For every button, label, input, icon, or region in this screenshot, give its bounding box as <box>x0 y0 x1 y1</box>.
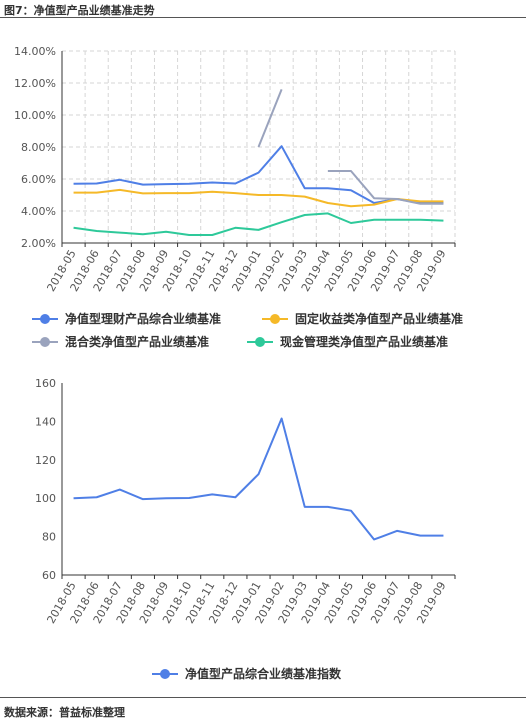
y-tick-label: 8.00% <box>21 141 56 154</box>
y-tick-label: 60 <box>42 569 56 582</box>
series-line-1 <box>73 417 444 541</box>
legend-label: 混合类净值型产品业绩基准 <box>65 334 209 349</box>
legend-label: 净值型产品综合业绩基准指数 <box>185 666 342 681</box>
legend-marker <box>40 337 50 347</box>
figure-title: 图7：净值型产品业绩基准走势 <box>4 4 155 17</box>
chart-benchmark-trends: 2.00%4.00%6.00%8.00%10.00%12.00%14.00%20… <box>14 45 463 349</box>
y-tick-label: 100 <box>35 492 56 505</box>
series-line-1 <box>73 145 444 204</box>
series-line-3 <box>257 89 283 148</box>
y-tick-label: 120 <box>35 454 56 467</box>
y-tick-label: 2.00% <box>21 237 56 250</box>
bottom-divider <box>0 697 526 698</box>
y-tick-label: 4.00% <box>21 205 56 218</box>
y-tick-label: 6.00% <box>21 173 56 186</box>
legend-marker <box>160 669 170 679</box>
series-line-2 <box>73 188 444 208</box>
y-tick-label: 140 <box>35 415 56 428</box>
y-tick-label: 10.00% <box>14 109 56 122</box>
source-note: 数据来源：普益标准整理 <box>4 706 125 719</box>
legend-marker <box>255 337 265 347</box>
y-tick-label: 160 <box>35 377 56 390</box>
y-tick-label: 12.00% <box>14 77 56 90</box>
y-tick-label: 14.00% <box>14 45 56 58</box>
legend-label: 净值型理财产品综合业绩基准 <box>65 311 221 326</box>
legend-marker <box>270 314 280 324</box>
legend-marker <box>40 314 50 324</box>
series-line-3 <box>327 170 444 205</box>
legend-label: 固定收益类净值型产品业绩基准 <box>295 311 463 326</box>
series-line-4 <box>73 212 444 236</box>
top-divider <box>0 17 526 18</box>
y-tick-label: 80 <box>42 531 56 544</box>
legend-label: 现金管理类净值型产品业绩基准 <box>280 334 448 349</box>
chart-benchmark-index: 60801001201401602018-052018-062018-07201… <box>35 377 456 681</box>
